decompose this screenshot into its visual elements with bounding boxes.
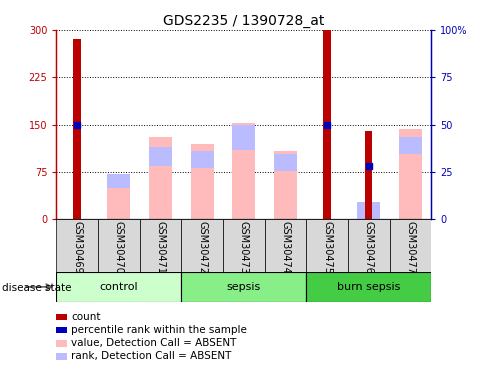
Text: count: count xyxy=(71,312,100,322)
Bar xyxy=(390,219,431,272)
Bar xyxy=(74,39,81,219)
Text: GSM30474: GSM30474 xyxy=(280,221,291,274)
Bar xyxy=(107,174,130,188)
Bar xyxy=(191,151,214,168)
Text: GSM30472: GSM30472 xyxy=(197,221,207,274)
Bar xyxy=(98,219,140,272)
Bar xyxy=(365,131,372,219)
Text: burn sepsis: burn sepsis xyxy=(337,282,400,292)
Text: value, Detection Call = ABSENT: value, Detection Call = ABSENT xyxy=(71,338,236,348)
Bar xyxy=(56,219,98,272)
Bar xyxy=(306,219,348,272)
Bar xyxy=(232,123,255,219)
Bar xyxy=(140,219,181,272)
Bar xyxy=(274,151,297,219)
Text: GSM30476: GSM30476 xyxy=(364,221,374,274)
Bar xyxy=(181,272,306,302)
Text: percentile rank within the sample: percentile rank within the sample xyxy=(71,325,247,335)
Text: GSM30469: GSM30469 xyxy=(72,221,82,274)
Bar xyxy=(323,14,331,219)
Text: disease state: disease state xyxy=(2,283,72,293)
Bar xyxy=(223,219,265,272)
Bar xyxy=(191,144,214,219)
Bar xyxy=(357,202,380,219)
Text: control: control xyxy=(99,282,138,292)
Text: GSM30470: GSM30470 xyxy=(114,221,124,274)
Bar xyxy=(265,219,306,272)
Bar xyxy=(232,124,255,150)
Title: GDS2235 / 1390728_at: GDS2235 / 1390728_at xyxy=(163,13,324,28)
Bar xyxy=(274,154,297,171)
Bar xyxy=(149,147,172,166)
Text: GSM30473: GSM30473 xyxy=(239,221,249,274)
Text: GSM30477: GSM30477 xyxy=(405,221,416,274)
Text: rank, Detection Call = ABSENT: rank, Detection Call = ABSENT xyxy=(71,351,231,361)
Bar xyxy=(181,219,223,272)
Text: GSM30471: GSM30471 xyxy=(155,221,166,274)
Bar xyxy=(56,272,181,302)
Text: sepsis: sepsis xyxy=(227,282,261,292)
Bar xyxy=(399,129,422,219)
Bar xyxy=(107,177,130,219)
Bar xyxy=(149,137,172,219)
Bar xyxy=(399,136,422,154)
Bar xyxy=(306,272,431,302)
Bar xyxy=(348,219,390,272)
Text: GSM30475: GSM30475 xyxy=(322,221,332,274)
